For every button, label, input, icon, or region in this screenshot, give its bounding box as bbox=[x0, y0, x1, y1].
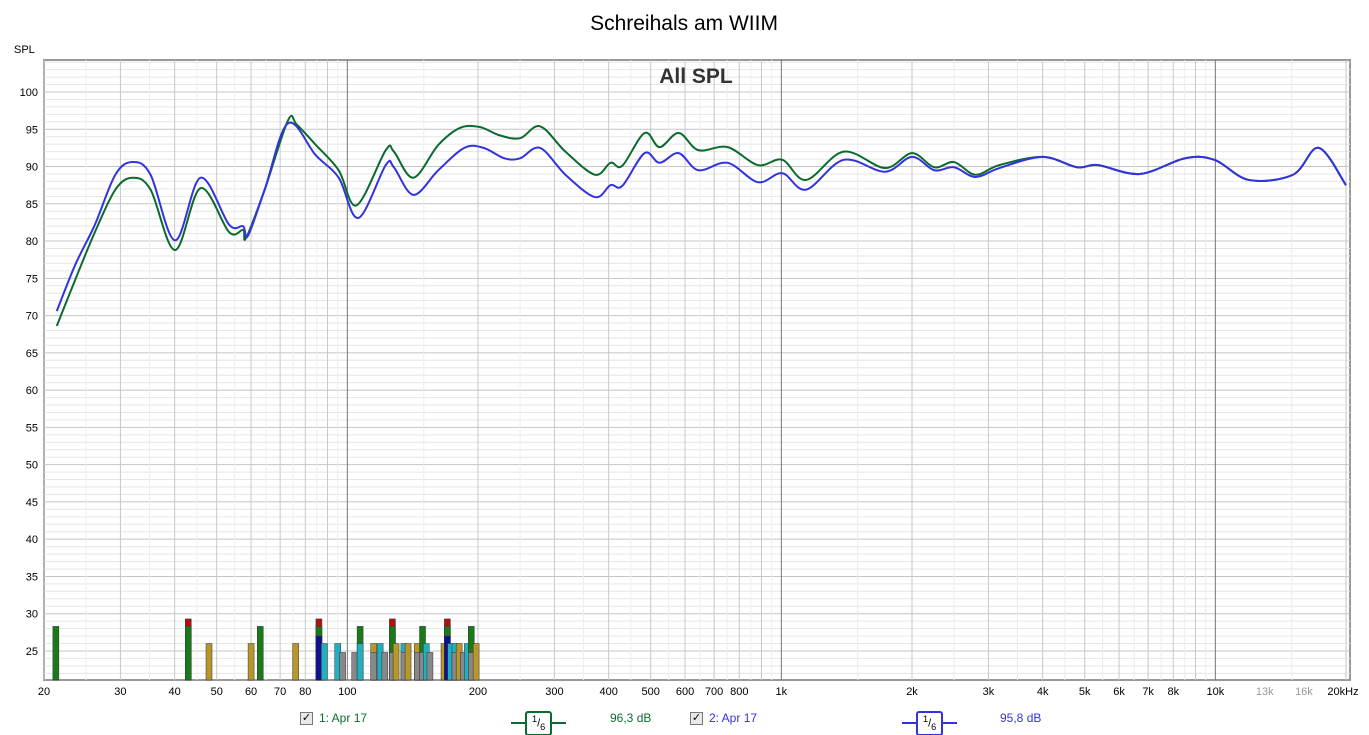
mode-bar bbox=[392, 643, 400, 681]
x-tick-label: 400 bbox=[599, 686, 617, 698]
mode-bar bbox=[292, 643, 299, 681]
x-tick-label: 1k bbox=[776, 686, 788, 698]
x-tick-label: 4k bbox=[1037, 686, 1049, 698]
y-tick-label: 25 bbox=[26, 646, 38, 658]
smoothing-num: 1 bbox=[923, 714, 929, 724]
mode-bar bbox=[472, 643, 480, 681]
y-tick-label: 35 bbox=[26, 571, 38, 583]
x-tick-label: 10k bbox=[1206, 686, 1224, 698]
series-1-name: 1: Apr 17 bbox=[319, 711, 368, 725]
x-tick-label: 30 bbox=[114, 686, 126, 698]
x-tick-label: 100 bbox=[338, 686, 356, 698]
y-tick-label: 100 bbox=[20, 87, 38, 99]
x-tick-label: 20kHz bbox=[1327, 686, 1358, 698]
y-tick-label: 75 bbox=[26, 273, 38, 285]
mode-bar bbox=[247, 643, 255, 681]
series-1-level: 96,3 dB bbox=[610, 711, 652, 725]
mode-bar bbox=[185, 626, 192, 681]
x-tick-label: 40 bbox=[169, 686, 181, 698]
x-tick-label: 5k bbox=[1079, 686, 1091, 698]
x-tick-label: 20 bbox=[38, 686, 50, 698]
mode-bar bbox=[381, 652, 389, 681]
plot-area bbox=[43, 59, 1351, 681]
x-tick-label: 50 bbox=[211, 686, 223, 698]
legend-item-2: ✓ 2: Apr 17 bbox=[690, 711, 757, 725]
x-tick-label: 6k bbox=[1113, 686, 1125, 698]
mode-bar bbox=[404, 643, 412, 681]
x-tick-label: 800 bbox=[730, 686, 748, 698]
series-1-checkbox[interactable]: ✓ bbox=[300, 711, 313, 725]
mode-bar bbox=[257, 626, 264, 681]
series-2-smoothing-button[interactable]: 1/6 bbox=[902, 711, 958, 735]
y-tick-label: 55 bbox=[26, 422, 38, 434]
legend-item-1: ✓ 1: Apr 17 bbox=[300, 711, 367, 725]
smoothing-den: 6 bbox=[540, 721, 546, 732]
x-tick-label: 13k bbox=[1256, 686, 1274, 698]
y-tick-label: 45 bbox=[26, 497, 38, 509]
y-tick-label: 80 bbox=[26, 236, 38, 248]
mode-bar bbox=[426, 652, 434, 681]
x-tick-label: 8k bbox=[1167, 686, 1179, 698]
y-tick-label: 40 bbox=[26, 534, 38, 546]
x-tick-label: 16k bbox=[1295, 686, 1313, 698]
y-tick-label: 70 bbox=[26, 311, 38, 323]
mode-bar bbox=[356, 643, 364, 681]
series-2-checkbox[interactable]: ✓ bbox=[690, 711, 703, 725]
x-tick-label: 700 bbox=[705, 686, 723, 698]
mode-bar bbox=[339, 652, 346, 681]
x-tick-label: 600 bbox=[676, 686, 694, 698]
mode-bar bbox=[321, 643, 328, 681]
y-axis-label: SPL bbox=[14, 44, 35, 56]
x-tick-label: 3k bbox=[983, 686, 995, 698]
x-tick-label: 200 bbox=[469, 686, 487, 698]
mode-bar bbox=[351, 652, 358, 681]
mode-bar bbox=[315, 635, 323, 681]
y-tick-label: 60 bbox=[26, 385, 38, 397]
smoothing-den: 6 bbox=[931, 721, 937, 732]
y-tick-label: 95 bbox=[26, 124, 38, 136]
series-1-smoothing-button[interactable]: 1/6 bbox=[511, 711, 567, 735]
mode-bar bbox=[370, 652, 377, 681]
chart-subtitle: All SPL bbox=[659, 65, 733, 88]
y-tick-label: 50 bbox=[26, 460, 38, 472]
x-tick-label: 300 bbox=[545, 686, 563, 698]
series-2-name: 2: Apr 17 bbox=[709, 711, 758, 725]
x-tick-label: 80 bbox=[299, 686, 311, 698]
x-tick-label: 500 bbox=[642, 686, 660, 698]
mode-bar bbox=[52, 626, 60, 681]
mode-bar bbox=[205, 643, 213, 681]
y-tick-label: 85 bbox=[26, 199, 38, 211]
smoothing-num: 1 bbox=[532, 714, 538, 724]
chart-title: Schreihals am WIIM bbox=[590, 12, 778, 35]
series-2-level: 95,8 dB bbox=[1000, 711, 1042, 725]
x-tick-label: 60 bbox=[245, 686, 257, 698]
y-tick-label: 65 bbox=[26, 348, 38, 360]
series-2-curve bbox=[55, 121, 1347, 312]
y-tick-label: 90 bbox=[26, 162, 38, 174]
x-tick-label: 7k bbox=[1142, 686, 1154, 698]
x-tick-label: 70 bbox=[274, 686, 286, 698]
x-tick-label: 2k bbox=[906, 686, 918, 698]
y-tick-label: 30 bbox=[26, 609, 38, 621]
